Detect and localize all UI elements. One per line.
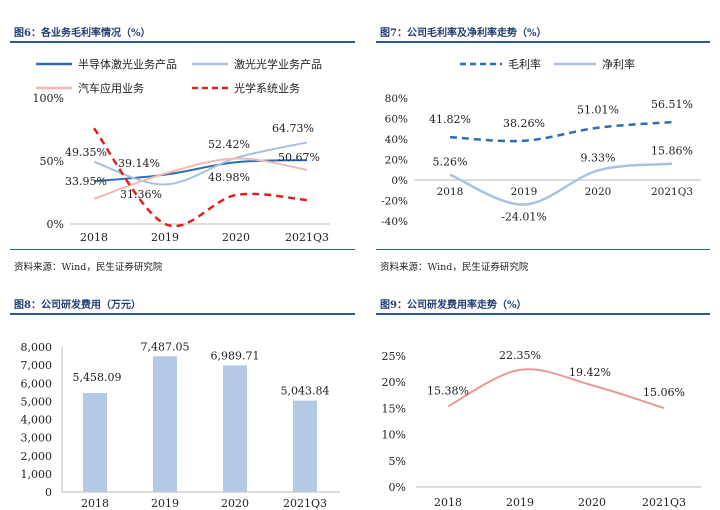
fig7-data-label: 38.26%	[503, 117, 545, 130]
fig7-data-label: 15.86%	[651, 145, 693, 158]
fig9-title: 图9：公司研发费用率走势（%）	[380, 300, 527, 311]
fig6-ytick: 50%	[40, 155, 64, 168]
fig6-series-line	[92, 127, 308, 228]
fig7-ytick: 40%	[385, 134, 408, 146]
fig8-xtick: 2020	[221, 497, 249, 510]
fig8-data-label: 5,043.84	[281, 385, 330, 398]
fig6-ytick: 0%	[47, 218, 64, 231]
fig8-data-label: 7,487.05	[141, 340, 190, 353]
fig7-title-rule	[376, 41, 710, 43]
fig6-title-rule	[10, 41, 355, 43]
fig6-data-label: 33.95%	[65, 175, 107, 188]
fig7-chart: -40% -20% 0% 20% 40% 60% 80% 2018 2019 2020 2021Q3…	[381, 57, 701, 228]
fig9-series-line	[447, 368, 665, 410]
fig6-xtick: 2020	[222, 231, 250, 244]
fig6-source: 资料来源：Wind，民生证券研究院	[14, 262, 163, 273]
fig9-data-label: 15.06%	[643, 386, 685, 399]
fig6-data-label: 39.14%	[118, 157, 160, 170]
fig6-data-label: 31.36%	[120, 188, 162, 201]
fig9-ytick: 0%	[389, 481, 406, 494]
fig7-ytick: 20%	[385, 155, 408, 167]
fig8-title: 图8：公司研发费用（万元）	[14, 300, 141, 311]
fig9-xtick: 2019	[506, 496, 534, 509]
fig7-data-label: -24.01%	[501, 211, 547, 224]
fig9-ytick: 20%	[382, 376, 406, 389]
fig7-data-label: 41.82%	[429, 113, 471, 126]
fig8-ytick: 8,000	[21, 341, 53, 354]
fig8-ytick: 4,000	[21, 414, 53, 427]
fig8-chart: 0 1,000 2,000 3,000 4,000 5,000 6,000 7,000 8,00…	[21, 340, 340, 510]
fig8-ytick: 5,000	[21, 395, 53, 408]
fig8-ytick: 1,000	[21, 468, 53, 481]
fig6-chart: 0% 50% 100% 2018 2019 2020 2021Q3 半导体激光业务产品 激光光学…	[33, 57, 330, 244]
fig7-series-line	[449, 162, 673, 206]
fig9-ytick: 15%	[382, 402, 406, 415]
fig6-ytick: 100%	[33, 92, 64, 105]
fig8-bar	[153, 356, 177, 492]
fig8-data-label: 6,989.71	[211, 349, 260, 362]
fig9-data-label: 19.42%	[569, 366, 611, 379]
fig9-ytick: 5%	[389, 455, 406, 468]
fig6-series-line	[93, 159, 308, 183]
fig8-xtick: 2021Q3	[283, 497, 327, 510]
fig7-ytick: 0%	[391, 175, 408, 187]
fig7-ytick: -20%	[381, 196, 408, 208]
fig8-xtick: 2019	[151, 497, 179, 510]
fig7-data-label: 56.51%	[651, 98, 693, 111]
fig9-data-label: 22.35%	[499, 349, 541, 362]
fig7-xtick: 2019	[511, 186, 538, 198]
fig6-legend-label: 激光光学业务产品	[234, 57, 322, 71]
fig6-legend-label: 半导体激光业务产品	[78, 57, 177, 71]
fig6-data-label: 50.67%	[278, 151, 320, 164]
fig8-xtick: 2018	[81, 497, 109, 510]
fig7-xtick: 2020	[585, 186, 612, 198]
fig8-bar	[223, 365, 247, 492]
fig8-ytick: 6,000	[21, 377, 53, 390]
fig6-xtick: 2018	[80, 231, 108, 244]
fig8-bar	[83, 393, 107, 492]
fig7-ytick: 60%	[385, 114, 408, 126]
fig6-series-line	[93, 157, 308, 200]
fig8-title-rule	[10, 313, 355, 315]
fig6-legend-label: 光学系统业务	[234, 81, 300, 95]
fig7-data-label: 5.26%	[433, 156, 468, 169]
fig6-title: 图6：各业务毛利率情况（%）	[14, 28, 151, 39]
fig6-series-line	[93, 141, 308, 186]
fig9-xtick: 2018	[434, 496, 462, 509]
fig8-ytick: 3,000	[21, 432, 53, 445]
fig7-legend-label: 净利率	[602, 57, 635, 71]
fig9-ytick: 25%	[382, 350, 406, 363]
fig7-source: 资料来源：Wind，民生证券研究院	[380, 262, 529, 273]
fig7-ytick: 80%	[385, 93, 408, 105]
fig8-ytick: 2,000	[21, 450, 53, 463]
fig9-data-label: 15.38%	[427, 384, 469, 397]
fig8-bar	[293, 400, 317, 492]
fig7-data-label: 9.33%	[581, 151, 616, 164]
fig6-xtick: 2019	[151, 231, 179, 244]
fig8-data-label: 5,458.09	[73, 371, 122, 384]
fig7-xtick: 2018	[437, 186, 464, 198]
fig6-xtick: 2021Q3	[285, 231, 329, 244]
fig7-ytick: -40%	[381, 216, 408, 228]
fig6-data-label: 64.73%	[272, 122, 314, 135]
fig7-data-label: 51.01%	[577, 104, 619, 117]
fig7-xtick: 2021Q3	[651, 186, 693, 198]
fig7-legend-label: 毛利率	[508, 57, 541, 71]
fig7-series-line	[449, 120, 673, 143]
fig6-data-label: 52.42%	[208, 138, 250, 151]
fig7-bottom-rule	[376, 249, 710, 250]
fig9-title-rule	[376, 313, 710, 315]
fig6-data-label: 48.98%	[208, 171, 250, 184]
fig6-bottom-rule	[10, 249, 355, 250]
fig6-legend-label: 汽车应用业务	[78, 81, 144, 95]
fig9-ytick: 10%	[382, 429, 406, 442]
fig9-xtick: 2020	[578, 496, 606, 509]
fig8-ytick: 0	[45, 486, 52, 499]
fig9-chart: 0% 5% 10% 15% 20% 25% 15.38% 22.35% 19.42% 15.06%…	[382, 349, 701, 509]
fig9-xtick: 2021Q3	[642, 496, 686, 509]
fig6-data-label: 49.35%	[65, 146, 107, 159]
fig8-ytick: 7,000	[21, 359, 53, 372]
fig7-title: 图7：公司毛利率及净利率走势（%）	[380, 28, 547, 39]
